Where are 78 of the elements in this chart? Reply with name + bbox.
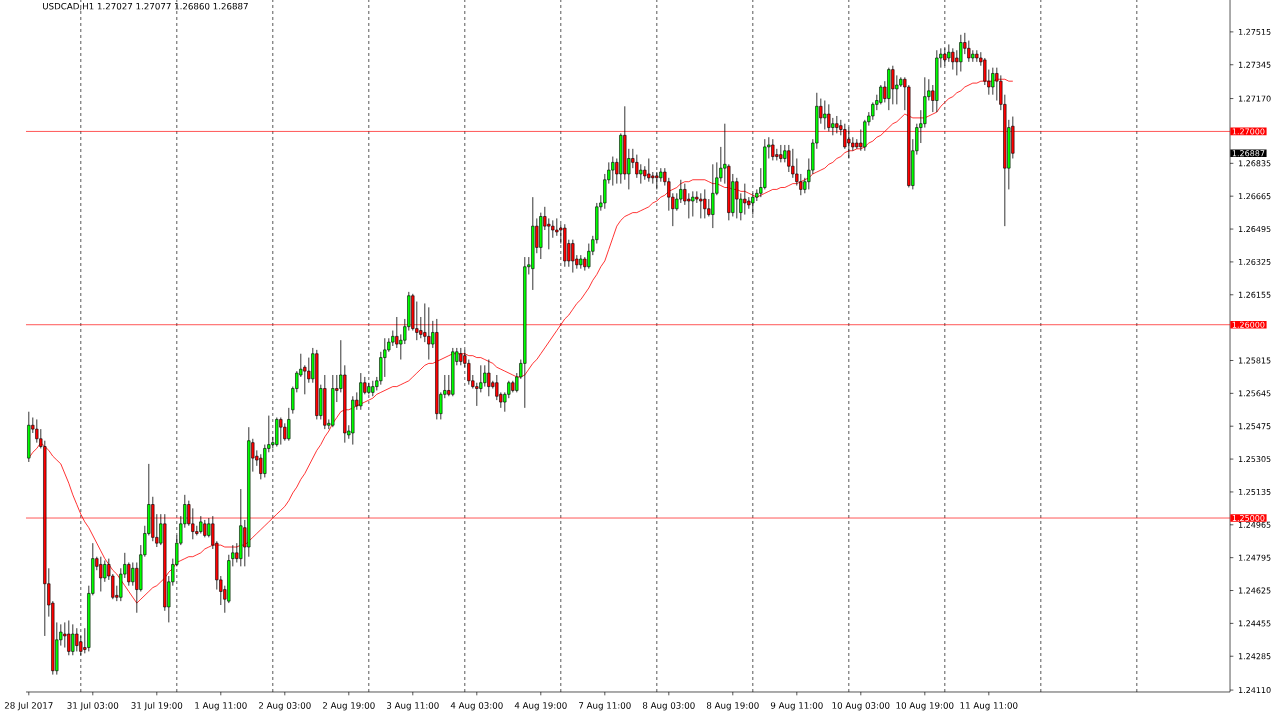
candlestick xyxy=(487,359,491,397)
ref-line-label: 1.27000 xyxy=(1232,128,1265,135)
x-tick-label: 10 Aug 03:00 xyxy=(832,702,890,711)
candlestick xyxy=(383,337,387,378)
candlestick xyxy=(639,163,643,185)
x-tick-label: 7 Aug 11:00 xyxy=(579,702,631,711)
candlestick xyxy=(99,556,103,592)
candlestick xyxy=(735,177,739,219)
x-tick-label: 8 Aug 19:00 xyxy=(706,702,759,711)
candlestick xyxy=(127,562,131,587)
candlestick xyxy=(967,40,971,63)
candlestick xyxy=(799,173,803,196)
x-tick-label: 10 Aug 19:00 xyxy=(896,702,954,711)
candlestick xyxy=(711,163,715,229)
y-tick-label: 1.27515 xyxy=(1238,28,1271,35)
candlestick xyxy=(691,190,695,217)
candlestick xyxy=(35,419,39,444)
x-tick-label: 8 Aug 03:00 xyxy=(642,702,695,711)
y-tick-label: 1.24110 xyxy=(1238,687,1271,694)
y-tick-label: 1.24285 xyxy=(1238,653,1271,660)
y-tick-label: 1.27345 xyxy=(1238,61,1271,68)
candlestick xyxy=(743,183,747,215)
candlestick xyxy=(547,218,551,250)
candlestick xyxy=(611,156,615,186)
y-tick-label: 1.24795 xyxy=(1238,554,1271,561)
candlestick xyxy=(71,623,75,656)
x-tick-label: 11 Aug 11:00 xyxy=(960,702,1018,711)
candlestick xyxy=(687,192,691,219)
x-tick-label: 2 Aug 03:00 xyxy=(258,702,311,711)
text: 1.26887 xyxy=(1232,150,1265,157)
x-tick-label: 3 Aug 11:00 xyxy=(387,702,439,711)
y-tick-label: 1.26665 xyxy=(1238,193,1271,200)
candlestick xyxy=(959,34,963,72)
ref-line-label: 1.25000 xyxy=(1232,515,1265,522)
candlestick xyxy=(879,84,883,105)
candlestick xyxy=(479,364,483,393)
x-tick-label: 4 Aug 03:00 xyxy=(450,702,503,711)
y-tick-label: 1.25645 xyxy=(1238,390,1271,397)
y-tick-label: 1.24965 xyxy=(1238,521,1271,528)
y-tick-label: 1.26835 xyxy=(1238,160,1271,167)
x-tick-label: 9 Aug 11:00 xyxy=(770,702,823,711)
candlestick xyxy=(703,189,707,219)
candlestick xyxy=(307,357,311,384)
candlestick xyxy=(67,620,71,656)
candlestick xyxy=(279,417,283,445)
candlestick xyxy=(359,372,363,411)
candlestick xyxy=(571,239,575,273)
candlestick xyxy=(483,364,487,387)
x-tick-label: 31 Jul 03:00 xyxy=(67,702,119,711)
y-tick-label: 1.26495 xyxy=(1238,226,1271,233)
candlestick xyxy=(103,560,107,583)
candlestick xyxy=(823,100,827,130)
ref-line-label: 1.26000 xyxy=(1232,321,1265,328)
candlestick xyxy=(467,359,471,386)
candlestick xyxy=(131,562,135,587)
y-tick-label: 1.24625 xyxy=(1238,587,1271,594)
candlestick xyxy=(771,138,775,161)
candlestick xyxy=(63,622,67,648)
candlestick xyxy=(699,192,703,219)
x-tick-label: 1 Aug 11:00 xyxy=(195,702,247,711)
chart-title: USDCAD,H1 1.27027 1.27077 1.26860 1.26887 xyxy=(43,2,248,11)
y-tick-label: 1.26325 xyxy=(1238,258,1271,265)
candlestick xyxy=(287,407,291,442)
x-tick-label: 4 Aug 19:00 xyxy=(514,702,567,711)
candlestick xyxy=(651,171,655,185)
x-tick-label: 31 Jul 19:00 xyxy=(131,702,183,711)
x-tick-label: 2 Aug 19:00 xyxy=(322,702,375,711)
candlestick xyxy=(647,158,651,183)
candlestick xyxy=(475,382,479,407)
y-tick-label: 1.24455 xyxy=(1238,620,1271,627)
y-tick-label: 1.25815 xyxy=(1238,357,1271,364)
candlestick xyxy=(891,65,895,105)
x-tick-label: 28 Jul 2017 xyxy=(4,702,53,711)
y-tick-label: 1.26155 xyxy=(1238,291,1271,298)
y-tick-label: 1.25475 xyxy=(1238,423,1271,430)
y-tick-label: 1.27170 xyxy=(1238,95,1271,102)
y-tick-label: 1.25135 xyxy=(1238,488,1271,495)
y-tick-label: 1.25305 xyxy=(1238,456,1271,463)
